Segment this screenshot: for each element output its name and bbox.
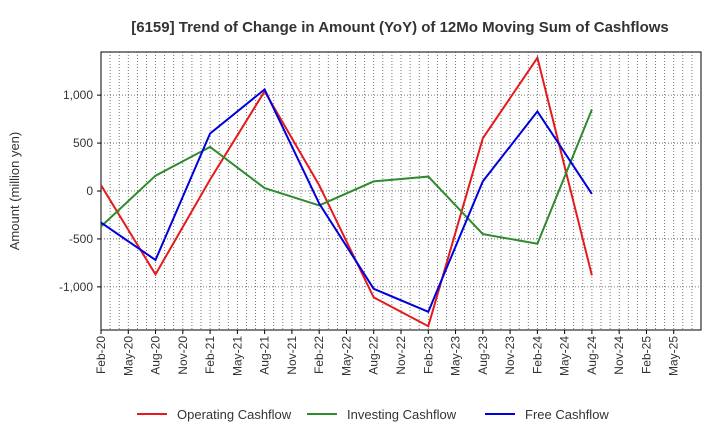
x-tick-label: Feb-25	[639, 336, 653, 374]
x-tick-label: Feb-20	[94, 336, 108, 374]
legend: Operating Cashflow Investing Cashflow Free…	[137, 407, 609, 422]
series-line-investing-cashflow	[100, 109, 593, 245]
x-tick-label: Nov-22	[394, 336, 408, 375]
x-tick-label: May-20	[121, 336, 135, 376]
y-tick-labels: -1,000 -500 0 500 1,000	[59, 88, 101, 294]
x-tick-label: Nov-20	[176, 336, 190, 375]
y-tick-label: -1,000	[59, 280, 93, 294]
y-tick-label: 500	[73, 136, 93, 150]
y-tick-label: 0	[86, 184, 93, 198]
x-tick-label: Aug-21	[258, 336, 272, 375]
x-tick-label: Feb-22	[312, 336, 326, 374]
x-tick-label: May-25	[667, 336, 681, 376]
chart-title: [6159] Trend of Change in Amount (YoY) o…	[131, 19, 669, 36]
x-tick-labels: Feb-20 May-20 Aug-20 Nov-20 Feb-21 May-21 Aug-…	[94, 330, 681, 376]
x-tick-label: Feb-21	[203, 336, 217, 374]
x-tick-label: Aug-22	[367, 336, 381, 375]
legend-label: Investing Cashflow	[347, 407, 457, 422]
grid-lines	[101, 52, 701, 330]
series-line-operating-cashflow	[100, 55, 593, 328]
x-tick-label: May-22	[339, 336, 353, 376]
x-tick-label: Aug-20	[149, 336, 163, 375]
series-line-free-cashflow	[100, 87, 593, 314]
x-tick-label: Feb-23	[421, 336, 435, 374]
x-tick-label: Nov-24	[612, 336, 626, 375]
x-tick-label: Feb-24	[530, 336, 544, 374]
y-axis-label: Amount (million yen)	[7, 132, 22, 251]
x-tick-label: Nov-21	[285, 336, 299, 375]
y-tick-label: 1,000	[63, 88, 93, 102]
x-tick-label: May-24	[558, 336, 572, 376]
legend-label: Operating Cashflow	[177, 407, 292, 422]
y-tick-label: -500	[69, 232, 93, 246]
x-tick-label: May-21	[230, 336, 244, 376]
series-lines	[100, 55, 593, 328]
x-tick-label: May-23	[449, 336, 463, 376]
x-tick-label: Aug-24	[585, 336, 599, 375]
legend-label: Free Cashflow	[525, 407, 609, 422]
x-tick-label: Aug-23	[476, 336, 490, 375]
x-tick-label: Nov-23	[503, 336, 517, 375]
